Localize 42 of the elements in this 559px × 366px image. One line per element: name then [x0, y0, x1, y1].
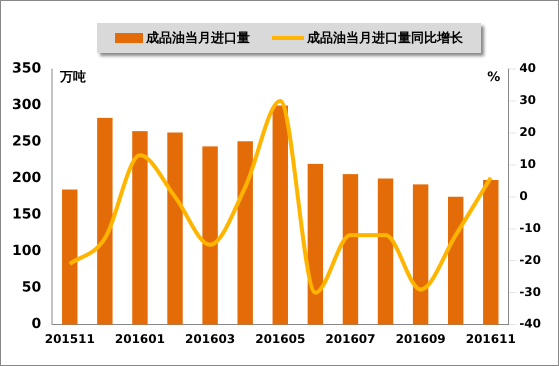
bar: [308, 164, 324, 325]
bar: [412, 184, 428, 325]
bar: [342, 174, 358, 325]
y-tick-label: 150: [12, 206, 42, 223]
y-axis-title: 万吨: [59, 70, 86, 85]
y-tick-label: 350: [12, 60, 42, 77]
y2-tick-label: 30: [519, 93, 536, 108]
x-tick-label: 201605: [255, 332, 306, 346]
y-tick-label: 200: [12, 170, 42, 186]
y2-tick-label: 40: [519, 61, 536, 76]
y2-tick-label: -10: [519, 220, 542, 235]
legend-label: 成品油当月进口量同比增长: [307, 30, 463, 47]
y-tick-label: 50: [22, 280, 42, 296]
x-tick-label: 201511: [44, 332, 95, 346]
line-series: [68, 98, 493, 295]
bar: [167, 132, 183, 325]
y2-tick-label: 0: [519, 188, 528, 203]
y-tick-label: 100: [12, 243, 42, 260]
x-tick-label: 201607: [325, 332, 376, 346]
y2-axis-title: %: [487, 70, 500, 85]
y-tick-label: 250: [12, 134, 42, 150]
x-tick-label: 201603: [185, 332, 236, 346]
y-tick-label: 0: [31, 316, 42, 332]
bar: [272, 106, 288, 325]
bar: [378, 178, 394, 325]
x-tick-label: 201601: [114, 332, 165, 346]
x-tick-label: 201611: [466, 332, 516, 346]
bar: [132, 131, 148, 325]
bar: [483, 180, 498, 325]
y-tick-label: 300: [12, 97, 42, 114]
y2-tick-label: 20: [519, 125, 536, 140]
bar: [237, 141, 253, 325]
y2-tick-label: 10: [519, 156, 536, 171]
x-tick-label: 201609: [396, 332, 446, 346]
legend-label: 成品油当月进口量: [146, 30, 250, 47]
bar: [97, 118, 113, 325]
bar: [202, 146, 218, 325]
y2-tick-label: -40: [519, 316, 542, 331]
y2-tick-label: -30: [519, 284, 542, 299]
y2-tick-label: -20: [519, 252, 542, 267]
bar: [448, 196, 464, 325]
bar: [62, 189, 78, 325]
